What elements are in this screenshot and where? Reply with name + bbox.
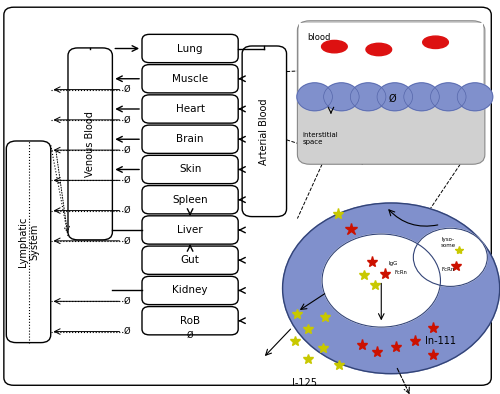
FancyBboxPatch shape — [142, 34, 238, 63]
Text: blood: blood — [308, 33, 330, 43]
Text: lyso-
some: lyso- some — [440, 237, 456, 248]
FancyBboxPatch shape — [142, 186, 238, 214]
Text: Heart: Heart — [176, 104, 204, 114]
FancyBboxPatch shape — [142, 65, 238, 93]
Text: Ø: Ø — [124, 327, 130, 336]
Text: Ø: Ø — [124, 206, 130, 215]
FancyBboxPatch shape — [242, 46, 286, 217]
Text: Muscle: Muscle — [172, 74, 208, 84]
Text: Ø: Ø — [124, 297, 130, 306]
Ellipse shape — [322, 41, 347, 53]
Text: Spleen: Spleen — [172, 195, 208, 205]
Text: Lymphatic
System: Lymphatic System — [18, 217, 40, 267]
Text: RoB: RoB — [180, 316, 200, 326]
Text: Ø: Ø — [124, 115, 130, 125]
Circle shape — [430, 83, 466, 111]
Text: Brain: Brain — [176, 134, 204, 144]
Circle shape — [457, 83, 493, 111]
Text: FcRn: FcRn — [441, 267, 454, 272]
FancyBboxPatch shape — [6, 141, 51, 343]
Text: Skin: Skin — [179, 164, 202, 175]
FancyBboxPatch shape — [142, 246, 238, 274]
Circle shape — [404, 83, 440, 111]
FancyBboxPatch shape — [142, 155, 238, 184]
Text: Kidney: Kidney — [172, 286, 208, 296]
Ellipse shape — [366, 43, 392, 56]
FancyBboxPatch shape — [142, 216, 238, 244]
Text: IgG: IgG — [389, 260, 398, 266]
FancyBboxPatch shape — [68, 48, 112, 240]
Circle shape — [414, 228, 488, 286]
Text: Venous Blood: Venous Blood — [85, 111, 95, 177]
Text: I-125: I-125 — [292, 378, 318, 388]
Text: Arterial Blood: Arterial Blood — [260, 98, 270, 165]
Text: Ø: Ø — [124, 146, 130, 154]
Circle shape — [377, 83, 412, 111]
Text: Ø: Ø — [124, 236, 130, 245]
Text: Liver: Liver — [178, 225, 203, 235]
Text: Ø: Ø — [187, 331, 194, 340]
FancyBboxPatch shape — [299, 23, 484, 95]
FancyBboxPatch shape — [142, 125, 238, 153]
Text: Ø: Ø — [389, 94, 396, 104]
Circle shape — [322, 234, 440, 327]
Text: In-111: In-111 — [425, 336, 456, 346]
Circle shape — [324, 83, 359, 111]
Text: FcRn: FcRn — [394, 270, 407, 275]
Circle shape — [297, 83, 332, 111]
Text: Lung: Lung — [178, 43, 203, 54]
FancyBboxPatch shape — [298, 21, 485, 164]
Text: Ø: Ø — [124, 85, 130, 94]
Ellipse shape — [422, 36, 448, 48]
Text: interstitial
space: interstitial space — [302, 132, 338, 145]
Text: Gut: Gut — [180, 255, 200, 265]
FancyBboxPatch shape — [142, 95, 238, 123]
FancyBboxPatch shape — [142, 307, 238, 335]
FancyBboxPatch shape — [142, 276, 238, 305]
Circle shape — [282, 203, 500, 374]
Circle shape — [350, 83, 386, 111]
Text: Ø: Ø — [124, 176, 130, 185]
